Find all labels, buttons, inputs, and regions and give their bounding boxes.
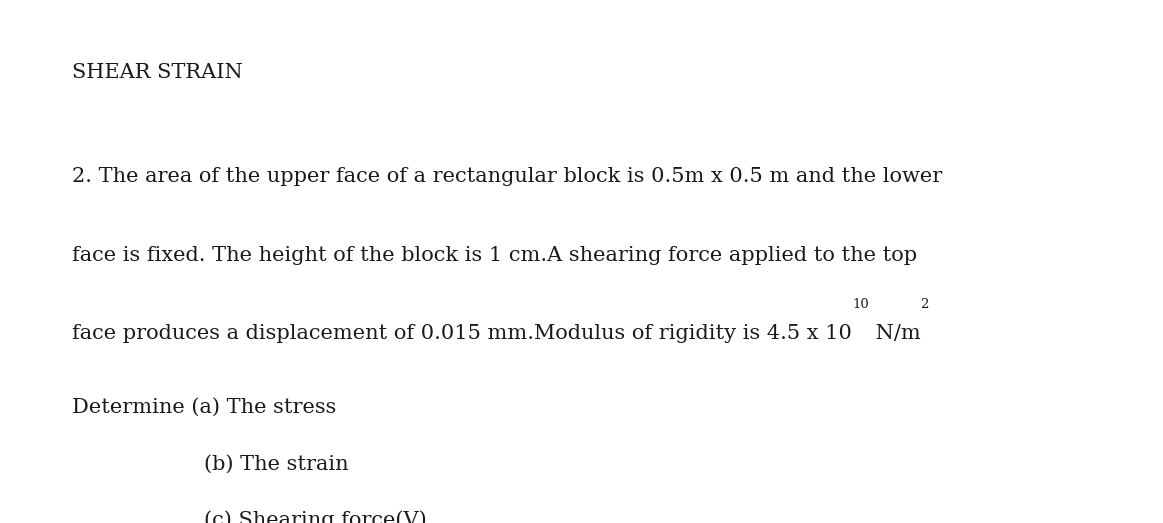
Text: 2: 2 [920, 298, 929, 311]
Text: Determine (a) The stress: Determine (a) The stress [72, 397, 336, 416]
Text: 2. The area of the upper face of a rectangular block is 0.5m x 0.5 m and the low: 2. The area of the upper face of a recta… [72, 167, 942, 186]
Text: SHEAR STRAIN: SHEAR STRAIN [72, 63, 243, 82]
Text: (c) Shearing force(V): (c) Shearing force(V) [204, 510, 427, 523]
Text: 10: 10 [852, 298, 869, 311]
Text: (b) The strain: (b) The strain [204, 455, 348, 474]
Text: face is fixed. The height of the block is 1 cm.A shearing force applied to the t: face is fixed. The height of the block i… [72, 246, 918, 265]
Text: face produces a displacement of 0.015 mm.Modulus of rigidity is 4.5 x 10: face produces a displacement of 0.015 mm… [72, 324, 852, 343]
Text: N/m: N/m [869, 324, 920, 343]
